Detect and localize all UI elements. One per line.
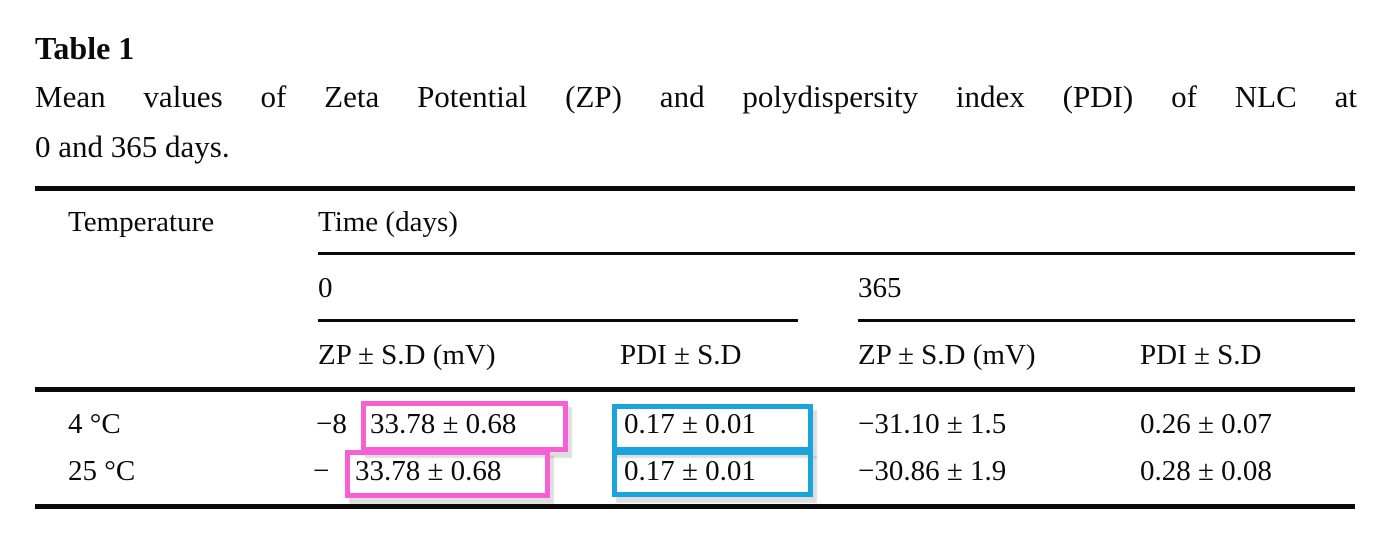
row1-zp-day0-prefix: −8 [316, 408, 347, 440]
table-caption-line-2: 0 and 365 days. [35, 129, 230, 164]
row2-temperature: 25 °C [68, 455, 136, 487]
time-group-label-365: 365 [858, 272, 902, 304]
row2-zp-day0-value: 33.78 ± 0.68 [355, 455, 502, 487]
pink-highlight-box-row1-zp-day0 [361, 401, 568, 452]
table-rule-top [35, 186, 1355, 191]
column-header-pdi-day0: PDI ± S.D [620, 339, 742, 371]
pink-highlight-box-row2-zp-day0 [345, 450, 550, 498]
row2-pdi-day365-value: 0.28 ± 0.08 [1140, 455, 1272, 487]
column-header-zp-day365: ZP ± S.D (mV) [858, 339, 1036, 371]
table-rule-under-day365 [858, 319, 1355, 322]
table-rule-under-day0 [318, 319, 798, 322]
table-rule-header-bottom [35, 387, 1355, 392]
column-header-pdi-day365: PDI ± S.D [1140, 339, 1262, 371]
row2-pdi-day0-value: 0.17 ± 0.01 [624, 455, 756, 487]
row2-zp-day0-prefix: − [313, 455, 330, 487]
row1-pdi-day0-value: 0.17 ± 0.01 [624, 408, 756, 440]
table-title: Table 1 [35, 30, 135, 66]
column-header-zp-day0: ZP ± S.D (mV) [318, 339, 496, 371]
table-rule-bottom [35, 504, 1355, 509]
blue-highlight-box-row1-pdi-day0 [612, 404, 813, 452]
table-caption-line-1: Mean values of Zeta Potential (ZP) and p… [35, 79, 1357, 114]
row1-zp-day365-value: −31.10 ± 1.5 [858, 408, 1007, 440]
row1-zp-day0-value: 33.78 ± 0.68 [370, 408, 517, 440]
column-header-temperature: Temperature [68, 206, 215, 238]
group-header-time-days: Time (days) [318, 206, 458, 238]
row1-pdi-day365-value: 0.26 ± 0.07 [1140, 408, 1272, 440]
row1-temperature: 4 °C [68, 408, 121, 440]
time-group-label-0: 0 [318, 272, 333, 304]
row2-zp-day365-value: −30.86 ± 1.9 [858, 455, 1007, 487]
table-rule-under-time-days [318, 252, 1355, 255]
blue-highlight-box-row2-pdi-day0 [612, 450, 813, 497]
